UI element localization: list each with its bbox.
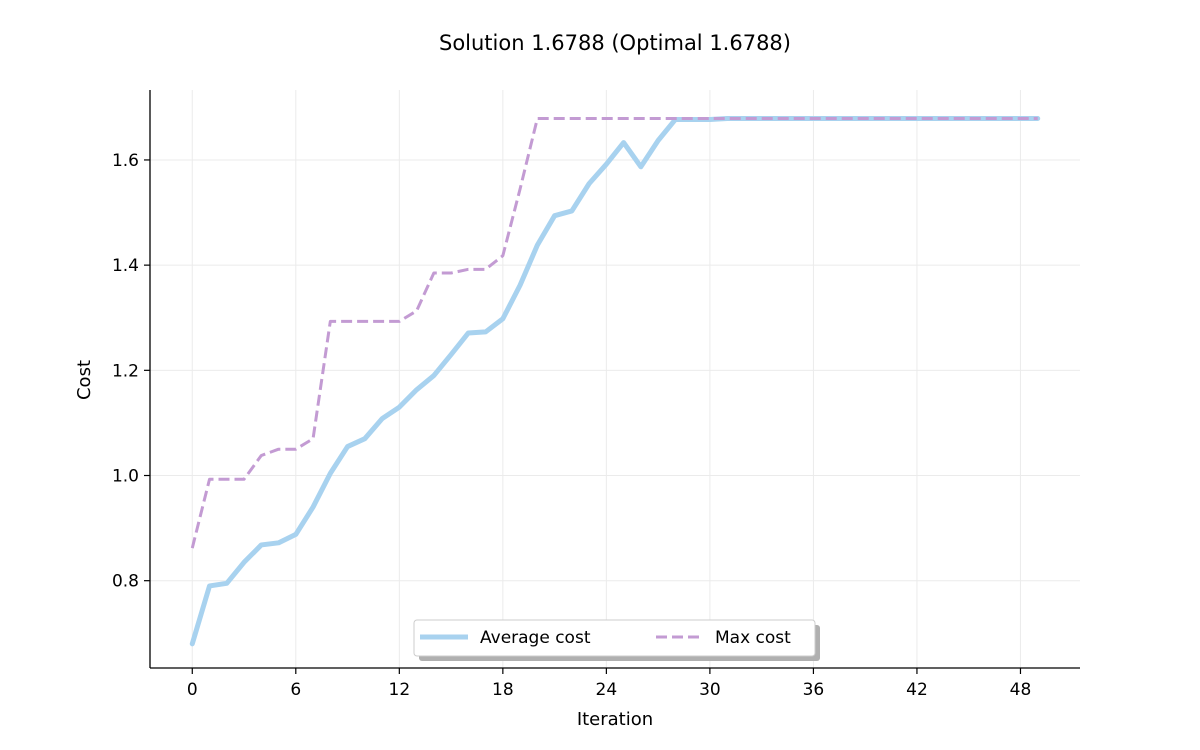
x-axis-label: Iteration bbox=[577, 709, 653, 730]
x-tick-label: 12 bbox=[389, 680, 411, 700]
y-tick-label: 1.2 bbox=[112, 361, 139, 381]
x-tick-label: 18 bbox=[492, 680, 514, 700]
y-tick-label: 1.0 bbox=[112, 467, 139, 487]
legend-label-average-cost: Average cost bbox=[480, 628, 591, 648]
legend: Average cost Max cost bbox=[413, 619, 820, 661]
chart-title: Solution 1.6788 (Optimal 1.6788) bbox=[439, 31, 791, 55]
y-tick-label: 0.8 bbox=[112, 572, 139, 592]
axes bbox=[149, 90, 1080, 669]
legend-label-max-cost: Max cost bbox=[715, 628, 791, 648]
series-line-average-cost bbox=[189, 116, 1041, 647]
x-tick-label: 0 bbox=[187, 680, 198, 700]
x-tick-label: 36 bbox=[803, 680, 825, 700]
x-tick-label: 48 bbox=[1010, 680, 1032, 700]
series-line-max-cost bbox=[190, 117, 1038, 549]
y-tick-label: 1.4 bbox=[112, 256, 139, 276]
legend-box bbox=[413, 619, 816, 657]
x-tick-label: 30 bbox=[699, 680, 721, 700]
ticks: 0 6 12 18 24 30 36 42 48 0.8 1.0 1.2 1.4 1.6 bbox=[112, 151, 1031, 700]
series-layer bbox=[189, 116, 1041, 647]
y-tick-label: 1.6 bbox=[112, 151, 139, 171]
grid bbox=[150, 90, 1080, 668]
x-tick-label: 42 bbox=[906, 680, 928, 700]
y-axis-label: Cost bbox=[74, 360, 95, 400]
x-tick-label: 6 bbox=[290, 680, 301, 700]
x-tick-label: 24 bbox=[596, 680, 618, 700]
